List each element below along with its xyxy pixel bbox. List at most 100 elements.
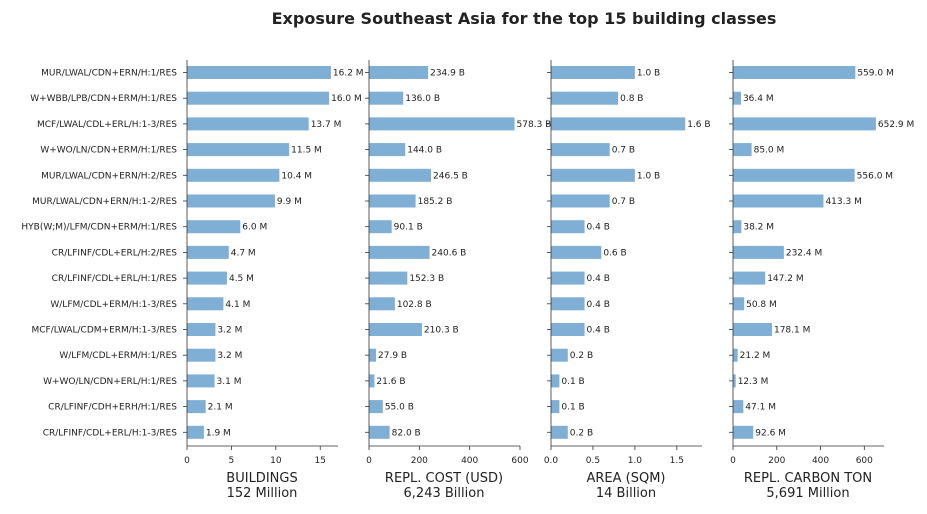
data-label: 4.7 M bbox=[231, 248, 256, 258]
bar bbox=[733, 374, 736, 388]
bar bbox=[187, 425, 204, 439]
category-label: MUR/LWAL/CDN+ERN/H:1/RES bbox=[41, 69, 177, 79]
data-label: 578.3 B bbox=[517, 120, 552, 130]
data-label: 0.4 B bbox=[587, 326, 610, 336]
bar bbox=[369, 297, 395, 311]
data-label: 152.3 B bbox=[409, 274, 444, 284]
category-label: W+WO/LN/CDN+ERM/H:1/RES bbox=[40, 146, 177, 156]
data-label: 0.6 B bbox=[603, 248, 626, 258]
bar bbox=[187, 91, 330, 105]
x-tick-label: 0 bbox=[366, 456, 372, 466]
bar bbox=[369, 374, 375, 388]
data-label: 232.4 M bbox=[786, 248, 822, 258]
data-label: 2.1 M bbox=[208, 403, 233, 413]
bar bbox=[187, 220, 241, 234]
data-label: 82.0 B bbox=[392, 428, 421, 438]
x-tick-label: 0.5 bbox=[586, 456, 600, 466]
category-label: CR/LFINF/CDL+ERL/H:1-3/RES bbox=[43, 428, 178, 438]
data-label: 13.7 M bbox=[311, 120, 342, 130]
data-label: 1.0 B bbox=[637, 69, 660, 79]
bar bbox=[733, 271, 766, 285]
bar bbox=[733, 348, 738, 362]
x-tick-label: 600 bbox=[511, 456, 528, 466]
data-label: 144.0 B bbox=[407, 146, 442, 156]
bar bbox=[733, 66, 856, 79]
data-label: 85.0 M bbox=[754, 146, 785, 156]
bar bbox=[187, 271, 227, 285]
x-axis-total: 6,243 Billion bbox=[404, 486, 485, 501]
category-label: MUR/LWAL/CDN+ERN/H:2/RES bbox=[41, 171, 177, 181]
data-label: 1.6 B bbox=[687, 120, 710, 130]
bar bbox=[733, 117, 876, 131]
x-tick-label: 1.0 bbox=[628, 456, 643, 466]
x-tick-label: 200 bbox=[768, 456, 785, 466]
data-label: 3.2 M bbox=[217, 351, 242, 361]
data-label: 92.6 M bbox=[755, 428, 786, 438]
data-label: 0.4 B bbox=[587, 223, 610, 233]
data-label: 3.2 M bbox=[217, 326, 242, 336]
bar bbox=[551, 220, 585, 234]
bar bbox=[369, 220, 392, 234]
x-tick-label: 200 bbox=[411, 456, 428, 466]
category-label: HYB(W;M)/LFM/CDN+ERM/H:1/RES bbox=[21, 223, 177, 233]
bar bbox=[733, 220, 742, 234]
bar bbox=[733, 245, 784, 259]
data-label: 6.0 M bbox=[242, 223, 267, 233]
data-label: 147.2 M bbox=[767, 274, 803, 284]
data-label: 12.3 M bbox=[738, 377, 769, 387]
bar bbox=[733, 400, 744, 414]
category-label: W+WO/LN/CDN+ERL/H:1/RES bbox=[43, 377, 177, 387]
bar bbox=[369, 143, 406, 157]
category-label: CR/LFINF/CDH+ERH/H:1/RES bbox=[48, 403, 177, 413]
bar bbox=[187, 348, 216, 362]
bar bbox=[551, 271, 585, 285]
category-label: W+WBB/LPB/CDN+ERM/H:1/RES bbox=[30, 94, 177, 104]
data-label: 0.1 B bbox=[561, 377, 584, 387]
bar bbox=[551, 194, 610, 208]
data-label: 9.9 M bbox=[277, 197, 302, 207]
data-label: 10.4 M bbox=[281, 171, 312, 181]
bar bbox=[369, 117, 515, 131]
data-label: 38.2 M bbox=[743, 223, 774, 233]
data-label: 27.9 B bbox=[378, 351, 407, 361]
data-label: 0.1 B bbox=[561, 403, 584, 413]
bar bbox=[187, 66, 331, 79]
data-label: 234.9 B bbox=[430, 69, 465, 79]
bar bbox=[551, 245, 602, 259]
bar bbox=[551, 297, 585, 311]
x-tick-label: 0 bbox=[730, 456, 736, 466]
data-label: 136.0 B bbox=[405, 94, 440, 104]
bar bbox=[369, 348, 377, 362]
data-label: 4.5 M bbox=[229, 274, 254, 284]
data-label: 90.1 B bbox=[394, 223, 423, 233]
category-label: MCF/LWAL/CDM+ERM/H:1-3/RES bbox=[32, 326, 178, 336]
bar bbox=[369, 245, 430, 259]
data-label: 21.6 B bbox=[376, 377, 405, 387]
data-label: 0.7 B bbox=[612, 197, 635, 207]
bar bbox=[551, 66, 635, 79]
bar bbox=[551, 323, 585, 336]
data-label: 50.8 M bbox=[746, 300, 777, 310]
x-tick-label: 400 bbox=[812, 456, 829, 466]
x-axis-label: AREA (SQM) bbox=[586, 471, 665, 486]
category-label: W/LFM/CDL+ERM/H:1-3/RES bbox=[50, 300, 177, 310]
data-label: 16.2 M bbox=[333, 69, 364, 79]
data-label: 16.0 M bbox=[331, 94, 362, 104]
data-label: 178.1 M bbox=[774, 326, 810, 336]
bar bbox=[369, 168, 432, 182]
x-axis-label: REPL. CARBON TON bbox=[744, 471, 872, 486]
data-label: 185.2 B bbox=[418, 197, 453, 207]
category-label: MCF/LWAL/CDL+ERL/H:1-3/RES bbox=[37, 120, 177, 130]
data-label: 240.6 B bbox=[432, 248, 467, 258]
x-tick-label: 400 bbox=[461, 456, 478, 466]
bar bbox=[551, 425, 568, 439]
bar bbox=[551, 348, 568, 362]
x-axis-total: 14 Billion bbox=[596, 486, 656, 501]
bar bbox=[551, 168, 635, 182]
data-label: 0.4 B bbox=[587, 274, 610, 284]
data-label: 3.1 M bbox=[217, 377, 242, 387]
bar bbox=[187, 400, 206, 414]
x-tick-label: 600 bbox=[856, 456, 873, 466]
x-axis-label: REPL. COST (USD) bbox=[385, 471, 503, 486]
